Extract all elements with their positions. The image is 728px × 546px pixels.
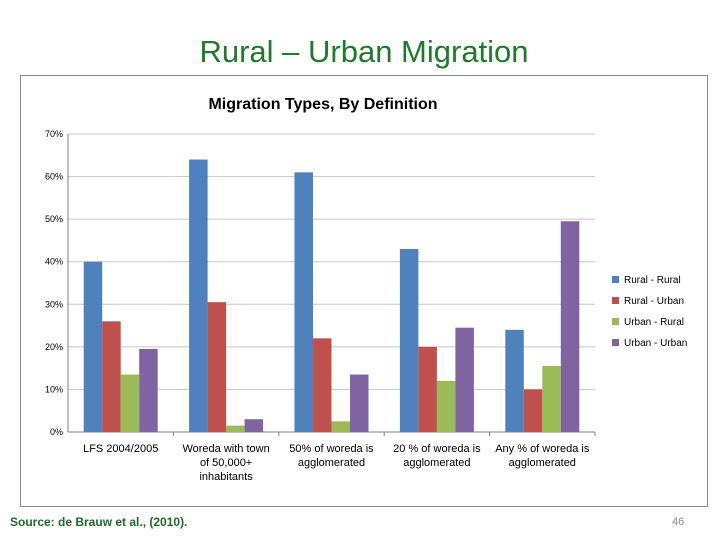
legend-swatch: [612, 318, 619, 325]
y-tick-label: 10%: [45, 384, 63, 394]
source-citation: Source: de Brauw et al., (2010).: [10, 515, 188, 529]
legend-label: Urban - Rural: [624, 317, 684, 328]
bar: [207, 302, 227, 432]
y-tick-label: 40%: [45, 257, 63, 267]
bar: [102, 321, 121, 432]
x-tick-label: LFS 2004/2005: [83, 443, 158, 455]
x-tick-label-line: 50% of woreda is: [289, 443, 374, 455]
bar: [350, 374, 369, 432]
legend-label: Rural - Rural: [624, 275, 681, 286]
bar: [560, 221, 580, 432]
legend-label: Rural - Urban: [624, 296, 684, 307]
x-tick-label-line: inhabitants: [199, 471, 253, 483]
y-tick-label: 0%: [50, 427, 63, 437]
bar: [436, 380, 456, 432]
x-tick-label-line: Woreda with town: [182, 443, 269, 455]
bar: [455, 327, 474, 432]
x-tick-label-line: LFS 2004/2005: [83, 443, 158, 455]
bar: [418, 346, 437, 432]
legend-swatch: [612, 297, 619, 304]
y-tick-label: 30%: [45, 299, 63, 309]
x-tick-label-line: agglomerated: [403, 457, 470, 469]
legend-swatch: [612, 339, 619, 346]
bar: [313, 338, 332, 432]
bar: [83, 261, 103, 432]
x-tick-label-line: Any % of woreda is: [495, 443, 590, 455]
y-tick-label: 20%: [45, 342, 63, 352]
bar-chart: Migration Types, By Definition 0% 10% 20% 30…: [45, 96, 687, 483]
bar: [120, 374, 140, 432]
slide-title: Rural – Urban Migration: [199, 34, 529, 69]
y-tick-label: 70%: [45, 129, 63, 139]
x-tick-label-line: agglomerated: [298, 457, 365, 469]
bar: [331, 421, 350, 432]
bar: [399, 248, 419, 432]
x-tick-label: 50% of woreda is agglomerated: [289, 443, 374, 469]
page-number: 46: [672, 516, 685, 528]
bar: [523, 389, 543, 432]
bar: [226, 425, 245, 432]
x-tick-label-line: 20 % of woreda is: [393, 443, 481, 455]
bar: [189, 159, 208, 432]
bar: [139, 348, 158, 432]
x-tick-label-line: of 50,000+: [200, 457, 252, 469]
legend-label: Urban - Urban: [624, 338, 687, 349]
chart-frame: Migration Types, By Definition 0% 10% 20% 30…: [20, 75, 708, 507]
bar: [244, 419, 264, 432]
bar: [542, 366, 561, 432]
y-tick-label: 60%: [45, 172, 63, 182]
bar: [505, 329, 524, 432]
bar: [294, 172, 313, 433]
x-tick-label: Woreda with town of 50,000+ inhabitants: [182, 443, 269, 483]
chart-title: Migration Types, By Definition: [208, 96, 437, 113]
y-tick-label: 50%: [45, 214, 63, 224]
x-tick-label: Any % of woreda is agglomerated: [495, 443, 590, 469]
legend-swatch: [612, 276, 619, 283]
x-tick-label-line: agglomerated: [509, 457, 576, 469]
x-tick-label: 20 % of woreda is agglomerated: [393, 443, 481, 469]
